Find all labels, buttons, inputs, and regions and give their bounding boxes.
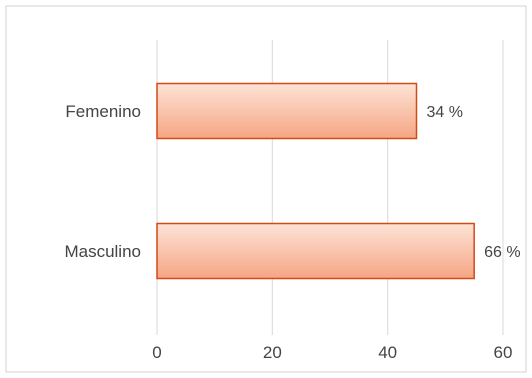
category-label: Femenino [65, 102, 141, 121]
category-label: Masculino [64, 242, 141, 261]
chart-frame [5, 5, 527, 373]
x-tick-label: 60 [494, 343, 513, 362]
data-label: 66 % [484, 244, 520, 261]
bar-femenino [156, 82, 418, 140]
x-tick-label: 20 [263, 343, 282, 362]
x-tick-label: 40 [378, 343, 397, 362]
labels: 0 20 40 60 Femenino 34 % Masculino 66 % [64, 102, 520, 362]
x-tick-label: 0 [152, 343, 161, 362]
bar-masculino [156, 222, 475, 280]
data-label: 34 % [427, 104, 463, 121]
bars [156, 82, 475, 280]
